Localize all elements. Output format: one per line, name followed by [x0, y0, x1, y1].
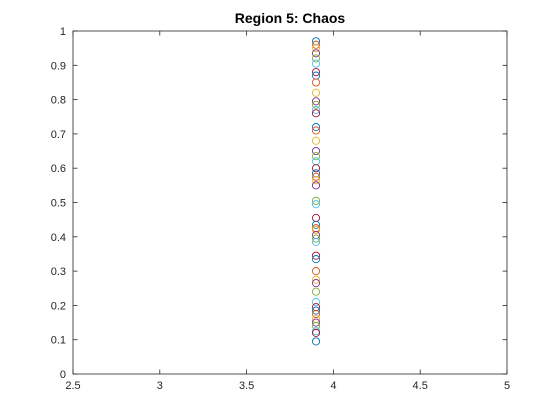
plot-area [73, 31, 507, 374]
scatter-point [311, 54, 321, 63]
scatter-point [311, 100, 321, 109]
scatter-point [311, 237, 321, 246]
axes-background [73, 31, 507, 374]
y-tick-label: 0.5 [51, 198, 66, 210]
axes-frame [72, 30, 508, 375]
scatter-point [311, 318, 321, 327]
x-tick-label: 2.5 [65, 380, 80, 392]
scatter-point [311, 146, 321, 156]
scatter-point [311, 251, 321, 260]
x-tick-label: 3.5 [239, 380, 254, 392]
axes-box [72, 30, 508, 375]
scatter-point [311, 309, 321, 319]
scatter-point [311, 255, 321, 264]
scatter-point [311, 109, 321, 118]
y-tick-label: 0.1 [51, 335, 66, 347]
scatter-point [311, 200, 321, 209]
scatter-point [311, 164, 321, 173]
y-tick-label: 0.6 [51, 163, 66, 175]
scatter-point [311, 196, 321, 205]
scatter-point [311, 275, 321, 284]
x-tick-label: 3 [157, 380, 163, 392]
scatter-point [311, 88, 321, 97]
chart-title: Region 5: Chaos [235, 10, 346, 26]
scatter-point [311, 136, 321, 145]
scatter-point [311, 78, 321, 87]
scatter-point [311, 225, 321, 234]
scatter-point [311, 306, 321, 315]
scatter-point [311, 176, 321, 185]
x-tick-label: 4.5 [413, 380, 428, 392]
y-tick-label: 0 [60, 369, 66, 381]
y-tick-label: 0.9 [51, 60, 66, 72]
scatter-point [311, 105, 321, 114]
x-tick-label: 4 [330, 380, 336, 392]
scatter-point [311, 152, 321, 161]
y-tick-label: 0.3 [51, 266, 66, 278]
y-tick-label: 0.8 [51, 95, 66, 107]
scatter-point [311, 279, 321, 288]
y-tick-label: 1 [60, 26, 66, 38]
scatter-point [311, 122, 321, 132]
scatter-point [311, 40, 321, 49]
x-tick-label: 5 [504, 380, 510, 392]
scatter-point [311, 172, 321, 181]
scatter-point [311, 44, 321, 53]
y-tick-label: 0.4 [51, 232, 66, 244]
scatter-point [311, 59, 321, 68]
scatter-point [311, 328, 321, 337]
scatter-point [311, 234, 321, 243]
scatter-point [311, 297, 321, 307]
scatter-point [311, 49, 321, 58]
scatter-point [311, 126, 321, 135]
scatter-point [311, 267, 321, 276]
scatter-point [311, 181, 321, 190]
scatter-point [311, 97, 321, 106]
y-tick-label: 0.7 [51, 129, 66, 141]
y-tick-label: 0.2 [51, 300, 66, 312]
ticks-layer: 2.5 3 3.5 4 4.5 5 0 0.1 0.2 0.3 0.4 0.5 0.6 0.7 0.8 0.9… [51, 26, 510, 392]
scatter-point [311, 287, 321, 296]
scatter-point [311, 220, 321, 229]
points-layer [311, 37, 321, 346]
scatter-point [311, 68, 321, 77]
scatter-point [311, 337, 321, 346]
